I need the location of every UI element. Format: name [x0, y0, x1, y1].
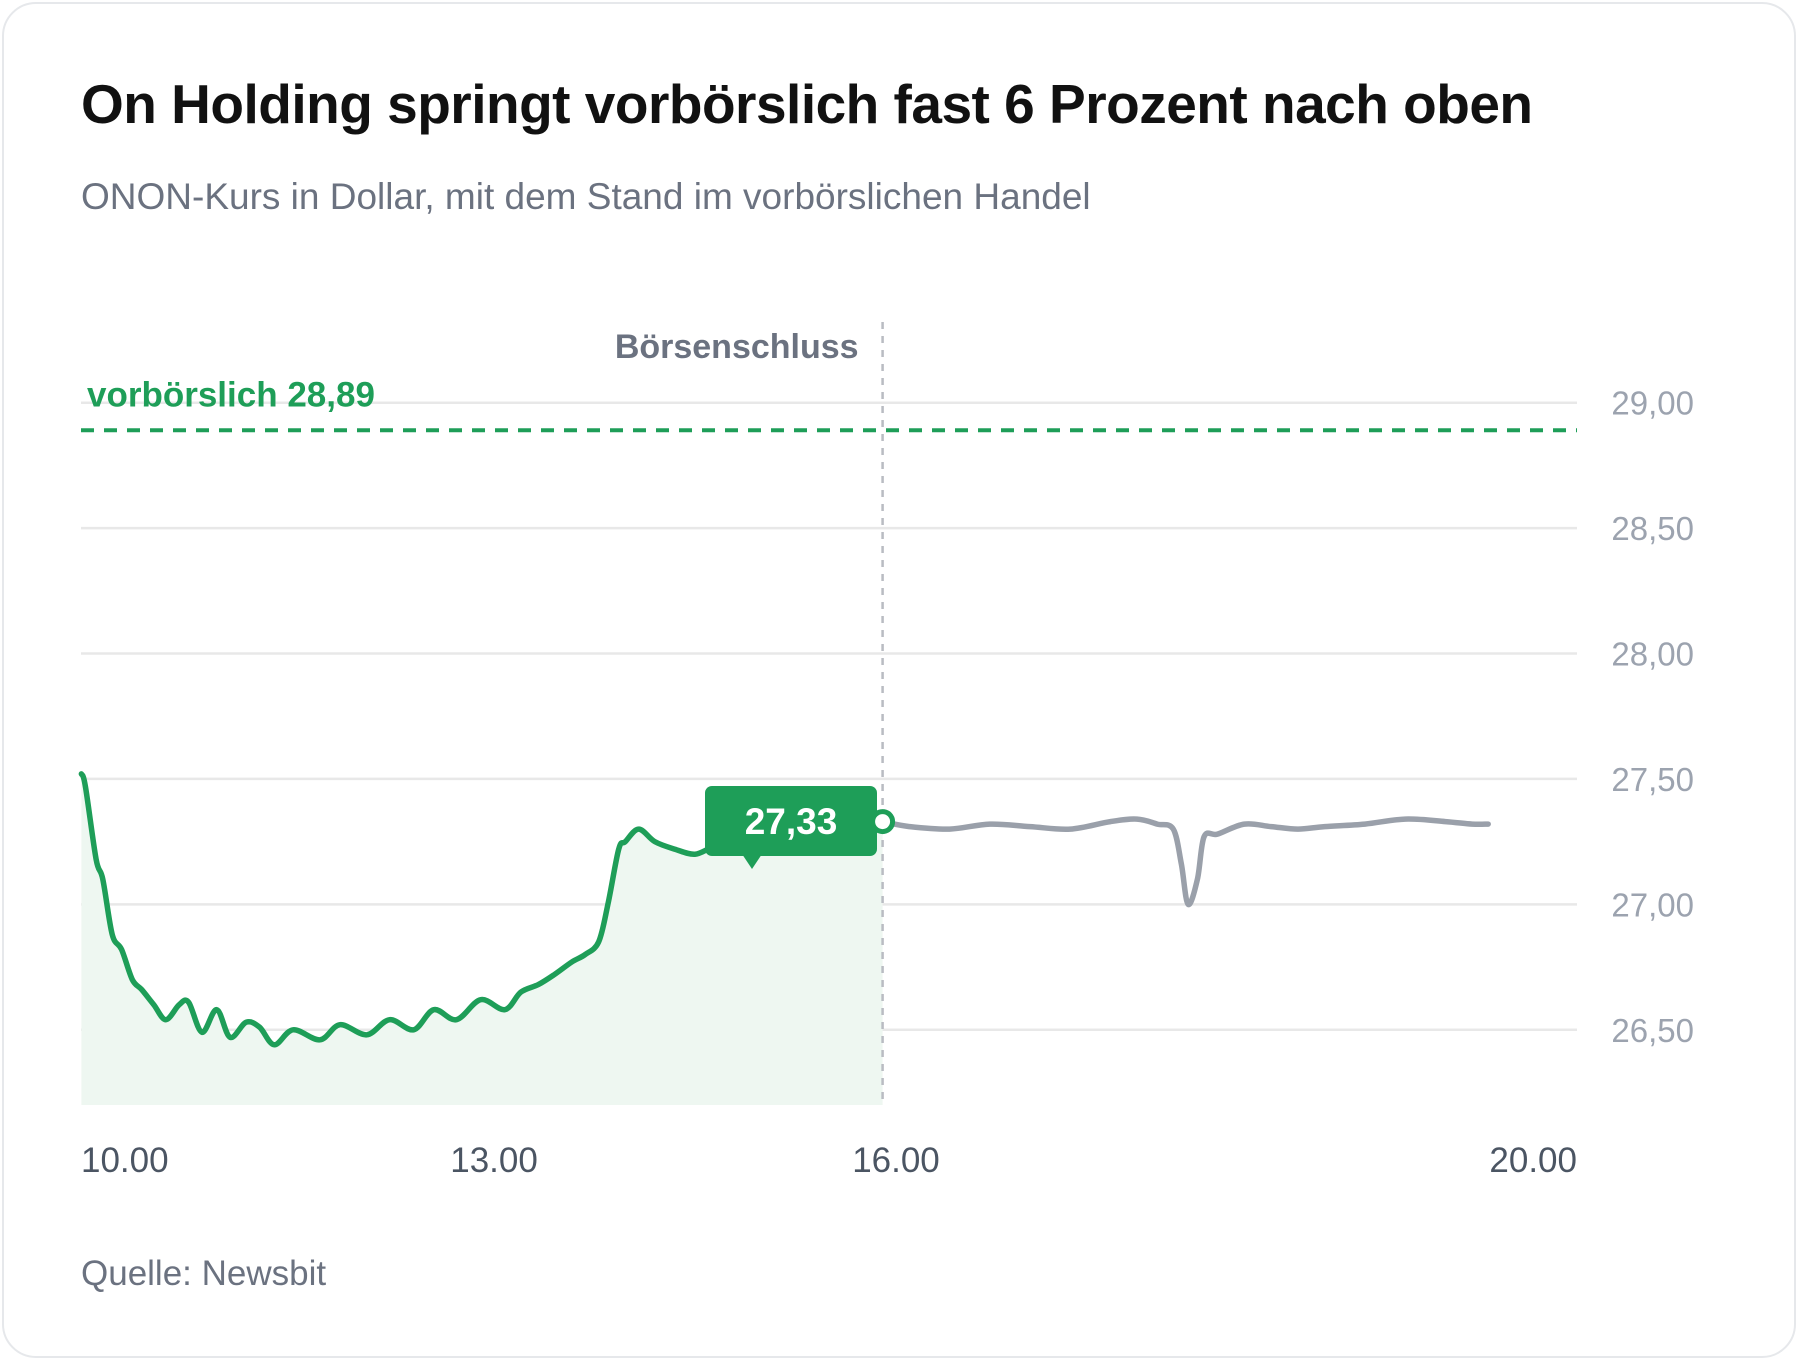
- series-line-regular-session: [78, 771, 886, 1048]
- market-close-label: Börsenschluss: [615, 328, 859, 366]
- last-close-point: [870, 809, 896, 835]
- x-tick-label: 16.00: [852, 1141, 940, 1180]
- x-tick-label: 20.00: [1489, 1141, 1577, 1180]
- chart-title: On Holding springt vorbörslich fast 6 Pr…: [81, 73, 1533, 135]
- premarket-label: vorbörslich 28,89: [87, 375, 375, 414]
- chart-subtitle: ONON-Kurs in Dollar, mit dem Stand im vo…: [81, 176, 1091, 217]
- series-line-after-hours: [879, 816, 1491, 908]
- y-tick-label: 29,00: [1611, 385, 1694, 422]
- regular-session-area: [81, 773, 883, 1105]
- y-tick-label: 27,50: [1611, 761, 1694, 798]
- y-tick-label: 28,00: [1611, 636, 1694, 673]
- last-close-value: 27,33: [745, 801, 838, 842]
- last-close-badge: [705, 786, 877, 856]
- x-axis-ticks: 10.00 13.00 16.00 20.00: [81, 1141, 1577, 1180]
- y-tick-label: 28,50: [1611, 510, 1694, 547]
- source-note: Quelle: Newsbit: [81, 1254, 327, 1293]
- y-tick-label: 26,50: [1611, 1012, 1694, 1049]
- x-tick-label: 13.00: [450, 1141, 538, 1180]
- market-close-marker: Börsenschluss: [615, 322, 884, 1105]
- y-tick-label: 27,00: [1611, 886, 1694, 923]
- last-close-badge-pointer: [742, 854, 762, 869]
- premarket-reference: vorbörslich 28,89: [81, 375, 1577, 433]
- last-close-callout: 27,33: [705, 786, 877, 869]
- y-axis-ticks: 29,00 28,50 28,00 27,50 27,00 26,50: [1611, 385, 1694, 1049]
- x-tick-label: 10.00: [81, 1141, 169, 1180]
